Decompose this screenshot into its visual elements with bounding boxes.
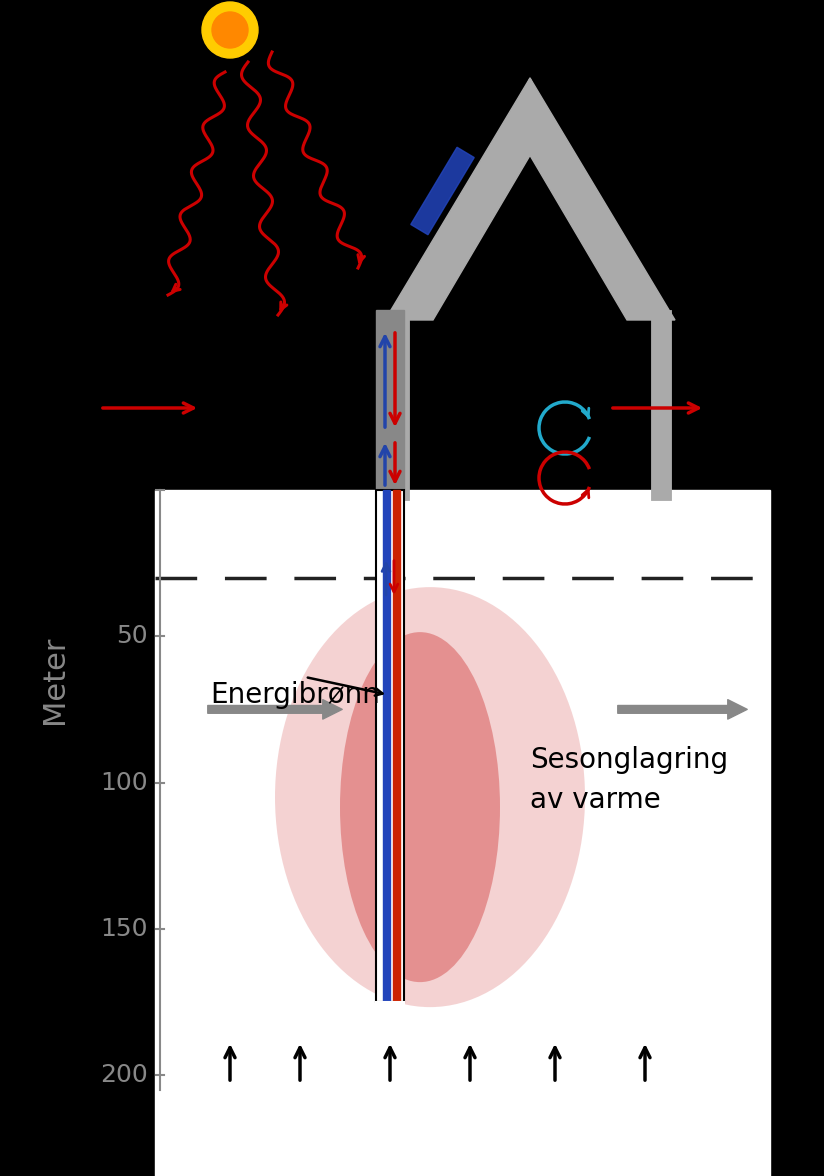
Text: 200: 200 [101, 1063, 148, 1087]
Text: Sesonglagring
av varme: Sesonglagring av varme [530, 747, 728, 814]
Bar [376, 490, 404, 1002]
Text: 150: 150 [101, 917, 148, 941]
Bar [393, 490, 400, 1002]
Bar [376, 490, 404, 1002]
Text: 50: 50 [116, 624, 148, 648]
Ellipse shape [340, 633, 500, 982]
Bar [383, 490, 390, 1002]
Ellipse shape [275, 587, 585, 1007]
Text: Meter: Meter [40, 636, 69, 724]
Bar [155, 490, 770, 1176]
Polygon shape [511, 78, 675, 320]
Text: Energibrønn: Energibrønn [210, 681, 380, 709]
Bar [376, 310, 404, 490]
Bar [376, 1002, 404, 1010]
Polygon shape [411, 147, 474, 235]
Text: 100: 100 [101, 770, 148, 795]
Circle shape [212, 12, 248, 48]
Circle shape [202, 2, 258, 58]
Polygon shape [385, 78, 550, 320]
